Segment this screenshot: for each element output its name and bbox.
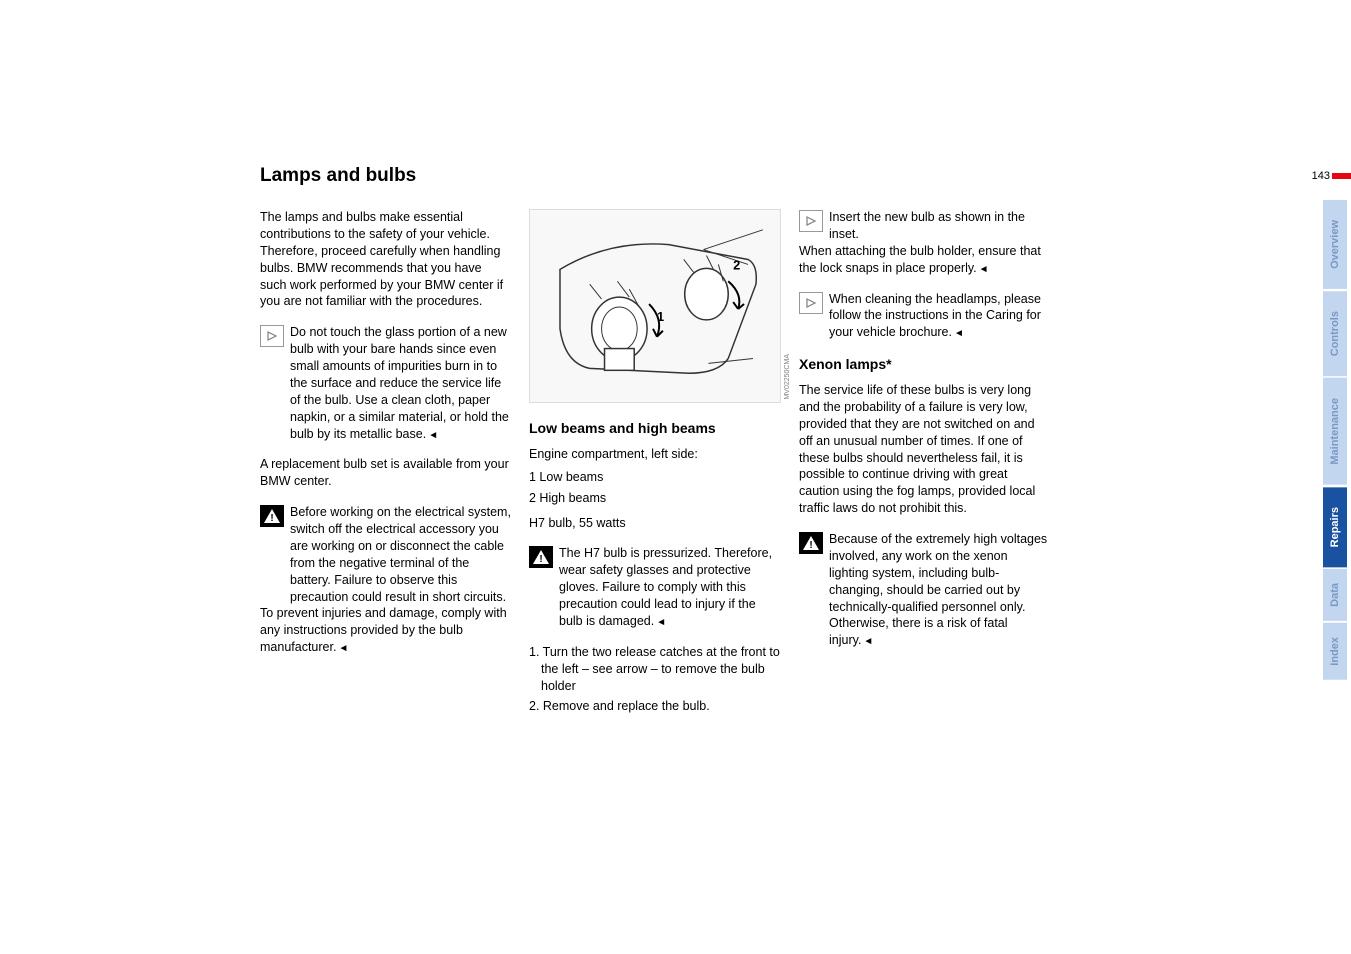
warning-icon: ! — [799, 532, 823, 554]
warning-text: The H7 bulb is pressurized. Therefore, w… — [559, 545, 781, 629]
warning-text: Before working on the electrical system,… — [290, 504, 511, 605]
diagram-label-2: 2 — [733, 257, 740, 272]
diagram-label-1: 1 — [657, 309, 664, 324]
content-columns: The lamps and bulbs make essential contr… — [260, 209, 1050, 715]
tab-index[interactable]: Index — [1323, 623, 1347, 680]
note-text: Do not touch the glass portion of a new … — [290, 324, 511, 442]
warning-block: ! Because of the extremely high voltages… — [799, 531, 1050, 649]
svg-text:!: ! — [539, 554, 542, 565]
column-3: Insert the new bulb as shown in the inse… — [799, 209, 1050, 715]
tab-maintenance[interactable]: Maintenance — [1323, 378, 1347, 485]
tip-icon — [799, 210, 823, 232]
note-block: Do not touch the glass portion of a new … — [260, 324, 511, 442]
note-block: Insert the new bulb as shown in the inse… — [799, 209, 1050, 277]
intro-paragraph: The lamps and bulbs make essential contr… — [260, 209, 511, 310]
paragraph: The service life of these bulbs is very … — [799, 382, 1050, 517]
warning-block: ! Before working on the electrical syste… — [260, 504, 511, 656]
section-heading: Low beams and high beams — [529, 419, 781, 438]
step-item: 2. Remove and replace the bulb. — [529, 698, 781, 715]
tip-icon — [799, 292, 823, 314]
page-number-bar — [1332, 173, 1351, 179]
warning-icon: ! — [260, 505, 284, 527]
step-item: 1. Turn the two release catches at the f… — [529, 644, 781, 695]
tab-data[interactable]: Data — [1323, 569, 1347, 621]
tab-controls[interactable]: Controls — [1323, 291, 1347, 376]
tab-overview[interactable]: Overview — [1323, 200, 1347, 289]
side-tabs: Overview Controls Maintenance Repairs Da… — [1323, 200, 1351, 682]
svg-text:!: ! — [809, 540, 812, 551]
svg-text:!: ! — [270, 513, 273, 524]
section-heading: Xenon lamps* — [799, 355, 1050, 374]
tip-icon — [260, 325, 284, 347]
note-block: When cleaning the headlamps, please foll… — [799, 291, 1050, 342]
tab-repairs[interactable]: Repairs — [1323, 487, 1347, 567]
note-text: Insert the new bulb as shown in the inse… — [829, 209, 1050, 243]
list-item: 2 High beams — [529, 490, 781, 507]
warning-block: ! The H7 bulb is pressurized. Therefore,… — [529, 545, 781, 629]
diagram-caption: MV02250CMA — [783, 354, 792, 400]
paragraph: When attaching the bulb holder, ensure t… — [799, 244, 1041, 275]
paragraph: A replacement bulb set is available from… — [260, 456, 511, 490]
paragraph: Engine compartment, left side: — [529, 446, 781, 463]
paragraph: To prevent injuries and damage, comply w… — [260, 606, 507, 654]
column-2: 1 2 MV02250CMA Low beams and high beams … — [529, 209, 781, 715]
list-item: 1 Low beams — [529, 469, 781, 486]
note-text: When cleaning the headlamps, please foll… — [829, 291, 1050, 342]
page-number: 143 — [1312, 170, 1330, 182]
page-content: 143 Lamps and bulbs The lamps and bulbs … — [260, 165, 1050, 715]
column-1: The lamps and bulbs make essential contr… — [260, 209, 511, 715]
headlamp-diagram: 1 2 MV02250CMA — [529, 209, 781, 403]
warning-icon: ! — [529, 546, 553, 568]
warning-text: Because of the extremely high voltages i… — [829, 531, 1050, 649]
paragraph: H7 bulb, 55 watts — [529, 515, 781, 532]
page-title: Lamps and bulbs — [260, 165, 1050, 187]
